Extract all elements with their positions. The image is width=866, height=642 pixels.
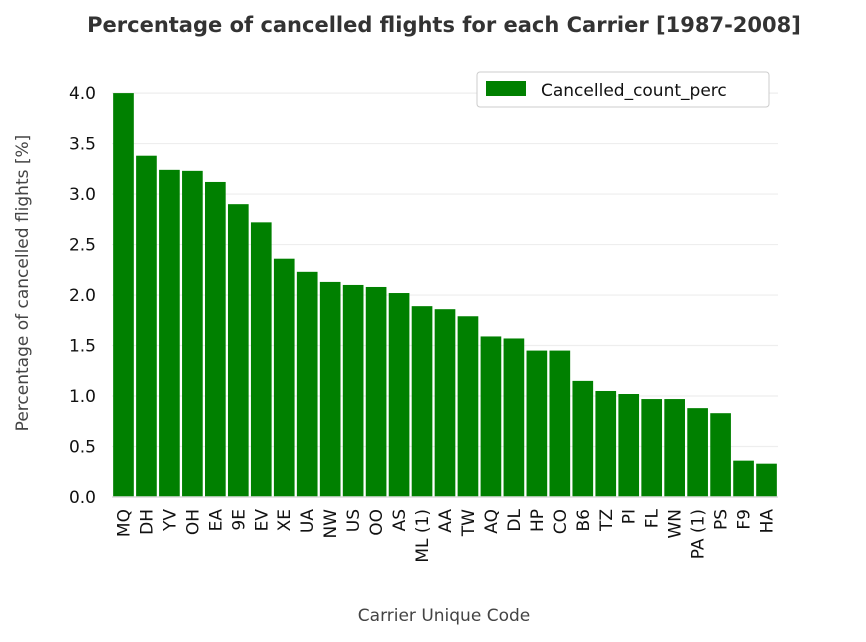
bar-aq [480,336,502,497]
chart-title: Percentage of cancelled flights for each… [87,13,801,37]
bar-b6 [572,380,594,497]
bar-pa-1 [687,408,708,497]
bar-ha [756,463,777,497]
bar-series [113,93,777,498]
x-tick-label: AQ [482,509,502,534]
y-tick-label: 3.0 [69,185,96,205]
x-tick-label: HA [758,509,778,534]
bar-oo [365,286,387,497]
x-tick-label: US [344,509,364,532]
bar-aa [434,309,456,497]
y-tick-label: 2.5 [69,236,96,256]
legend-box [476,71,770,108]
x-tick-label: HP [528,509,548,532]
y-tick-label: 2.0 [69,286,96,306]
bar-f9 [733,460,754,497]
x-tick-label: OH [183,509,203,535]
bar-tw [457,316,479,497]
bar-ev [250,222,272,497]
x-tick-label: FL [643,508,663,528]
y-tick-label: 0.0 [69,488,96,508]
x-tick-label: PA (1) [689,509,709,559]
bar-us [342,284,364,497]
x-tick-label: OO [367,509,387,536]
x-tick-label: YV [160,509,180,532]
x-tick-label: 9E [229,509,249,531]
y-axis-label: Percentage of cancelled flights [%] [13,135,33,432]
bar-oh [182,170,203,497]
bar-tz [595,390,617,497]
x-tick-label: NW [321,509,341,539]
bar-wn [664,399,685,497]
x-tick-label: EV [252,509,272,532]
x-tick-label: CO [551,509,571,534]
bar-mq [113,93,134,497]
bar-hp [526,350,548,497]
x-tick-label: PS [712,509,732,530]
y-tick-label: 1.0 [69,387,96,407]
x-tick-label: XE [275,509,295,531]
x-tick-label: DH [137,509,157,535]
x-tick-label: F9 [735,509,755,530]
legend-label: Cancelled_count_perc [541,81,727,101]
bar-dh [136,155,157,497]
bar-fl [641,399,663,497]
y-tick-label: 0.5 [69,438,96,458]
x-axis-label: Carrier Unique Code [358,606,530,626]
x-tick-label: MQ [114,509,134,537]
y-tick-label: 4.0 [69,84,96,104]
x-tick-label: WN [666,509,686,539]
bar-ua [296,271,318,497]
x-tick-label: AA [436,509,456,533]
bar-xe [273,258,295,497]
y-axis-ticks: 0.0 0.5 1.0 1.5 2.0 2.5 3.0 3.5 4.0 [69,84,96,508]
legend-swatch [486,81,526,96]
bar-pi [618,394,640,497]
x-tick-label: PI [620,509,640,524]
y-tick-label: 3.5 [69,135,96,155]
bar-co [549,350,571,497]
x-tick-label: B6 [574,509,594,531]
bar-ps [710,413,731,497]
x-axis-ticks: MQ DH YV OH EA 9E EV XE UA NW US OO AS ML (1) AA TW AQ DL… [114,508,777,562]
x-tick-label: TW [459,509,479,537]
x-tick-label: AS [390,509,410,531]
y-tick-label: 1.5 [69,337,96,357]
legend: Cancelled_count_perc [476,71,770,108]
bar-9e [227,204,249,498]
bar-nw [319,281,341,497]
x-tick-label: ML (1) [413,509,433,563]
x-tick-label: TZ [597,509,617,532]
bar-ml-1 [411,306,433,497]
x-tick-label: EA [206,509,226,532]
x-tick-label: DL [505,508,525,531]
bar-dl [503,338,525,497]
bar-as [388,293,410,497]
x-tick-label: UA [298,509,318,533]
bar-yv [159,169,180,497]
bar-ea [205,181,226,497]
